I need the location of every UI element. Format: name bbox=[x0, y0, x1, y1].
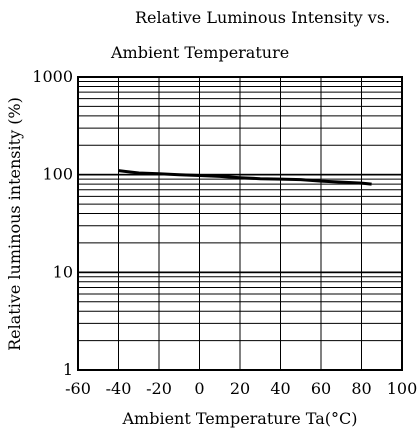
grid-layer bbox=[78, 77, 402, 370]
x-tick-label-2: -20 bbox=[146, 379, 172, 398]
x-tick-label-6: 60 bbox=[311, 379, 331, 398]
y-tick-label-1: 10 bbox=[53, 262, 73, 281]
tick-label-layer: -60 -40 -20 0 20 40 60 80 100 1 10 100 1000 bbox=[32, 67, 417, 398]
x-tick-label-7: 80 bbox=[351, 379, 371, 398]
x-tick-label-0: -60 bbox=[65, 379, 91, 398]
x-tick-label-3: 0 bbox=[194, 379, 204, 398]
y-tick-label-2: 100 bbox=[42, 165, 73, 184]
x-tick-label-8: 100 bbox=[387, 379, 418, 398]
y-tick-label-0: 1 bbox=[63, 360, 73, 379]
series-line-0 bbox=[118, 169, 372, 186]
chart-title-line-1: Relative Luminous Intensity vs. bbox=[135, 8, 390, 27]
x-tick-label-4: 20 bbox=[230, 379, 250, 398]
series-layer bbox=[118, 169, 372, 186]
chart-title-line-2: Ambient Temperature bbox=[110, 43, 289, 62]
plot-area-frame bbox=[77, 76, 403, 371]
x-tick-label-1: -40 bbox=[106, 379, 132, 398]
x-axis-label: Ambient Temperature Ta(°C) bbox=[122, 409, 358, 428]
y-tick-label-3: 1000 bbox=[32, 67, 73, 86]
x-tick-label-5: 40 bbox=[270, 379, 290, 398]
y-axis-label: Relative luminous intensity (%) bbox=[5, 97, 24, 351]
